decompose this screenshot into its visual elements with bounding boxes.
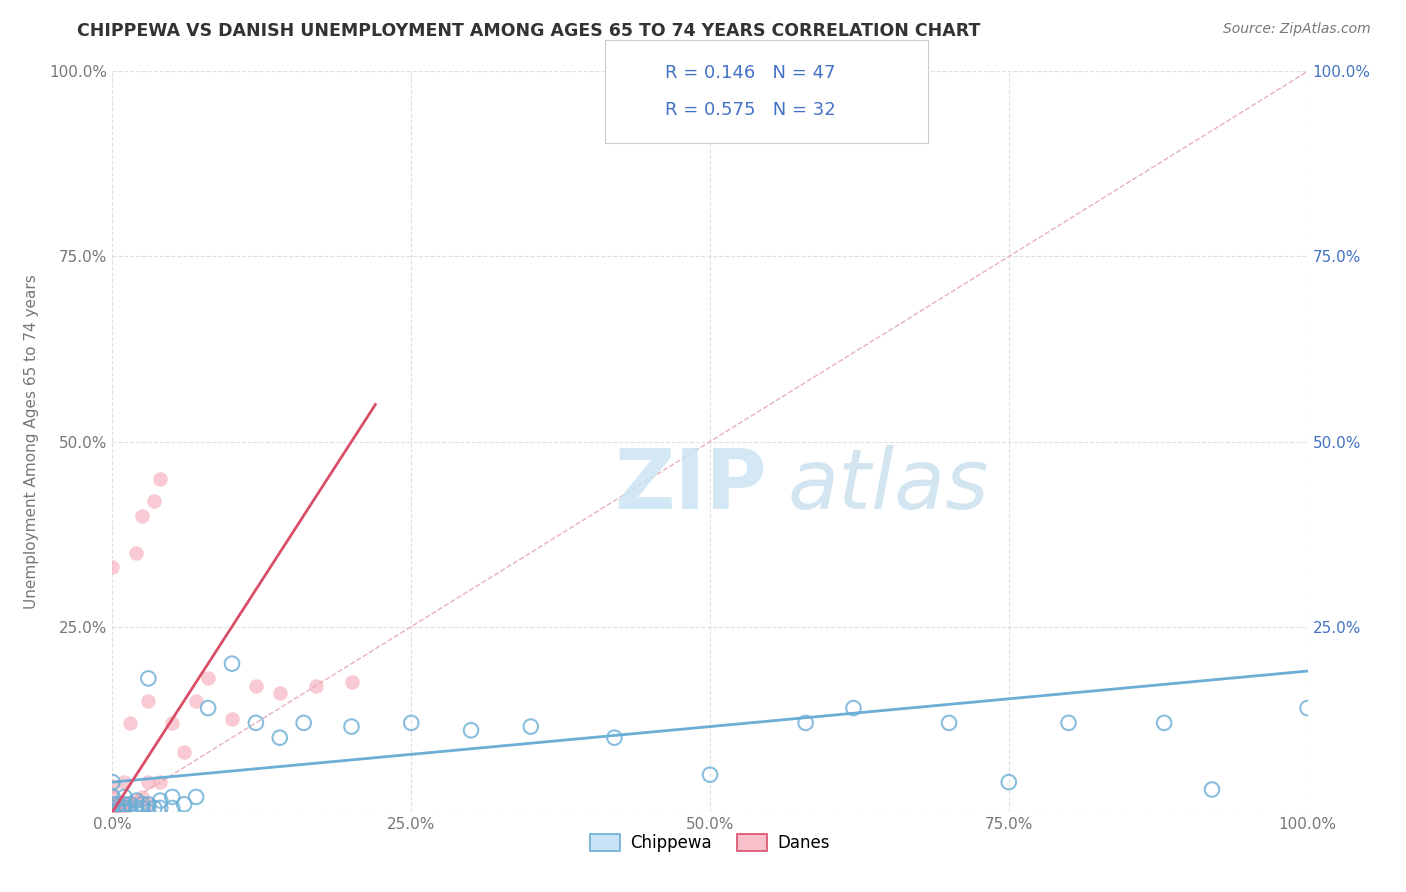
Point bbox=[143, 801, 166, 815]
Point bbox=[520, 720, 543, 734]
Point bbox=[460, 723, 482, 738]
Point bbox=[120, 805, 142, 819]
Point bbox=[245, 715, 267, 730]
Point bbox=[245, 679, 267, 693]
Point bbox=[101, 801, 124, 815]
Point bbox=[173, 746, 195, 760]
Point bbox=[186, 789, 208, 804]
Point bbox=[162, 801, 183, 815]
Point bbox=[125, 805, 148, 819]
Point bbox=[114, 789, 135, 804]
Point bbox=[292, 715, 315, 730]
Point bbox=[107, 805, 129, 819]
Text: R = 0.575   N = 32: R = 0.575 N = 32 bbox=[665, 101, 835, 120]
Point bbox=[197, 672, 219, 686]
Text: R = 0.146   N = 47: R = 0.146 N = 47 bbox=[665, 63, 835, 82]
Point bbox=[120, 797, 142, 812]
Legend: Chippewa, Danes: Chippewa, Danes bbox=[583, 828, 837, 859]
Point bbox=[131, 789, 153, 804]
Point bbox=[162, 715, 183, 730]
Point bbox=[101, 775, 124, 789]
Point bbox=[120, 715, 142, 730]
Point bbox=[305, 679, 328, 693]
Point bbox=[149, 801, 172, 815]
Point bbox=[269, 686, 291, 700]
Point bbox=[149, 471, 172, 485]
Point bbox=[1296, 701, 1319, 715]
Point bbox=[842, 701, 865, 715]
Point bbox=[401, 715, 423, 730]
Point bbox=[162, 789, 183, 804]
Y-axis label: Unemployment Among Ages 65 to 74 years: Unemployment Among Ages 65 to 74 years bbox=[24, 274, 38, 609]
Point bbox=[114, 797, 135, 812]
Point bbox=[938, 715, 960, 730]
Point bbox=[131, 508, 153, 523]
Point bbox=[131, 801, 153, 815]
Point bbox=[1201, 782, 1223, 797]
Point bbox=[101, 779, 124, 793]
Point bbox=[114, 805, 135, 819]
Point bbox=[794, 715, 817, 730]
Point bbox=[340, 720, 363, 734]
Point bbox=[107, 797, 129, 812]
Point bbox=[138, 805, 160, 819]
Point bbox=[101, 797, 124, 812]
Point bbox=[340, 675, 363, 690]
Point bbox=[125, 794, 148, 808]
Point bbox=[101, 805, 124, 819]
Point bbox=[101, 789, 124, 804]
Point bbox=[221, 657, 243, 671]
Point bbox=[101, 560, 124, 574]
Point bbox=[125, 546, 148, 560]
Point bbox=[101, 801, 124, 815]
Point bbox=[125, 801, 148, 815]
Text: ZIP: ZIP bbox=[614, 445, 766, 526]
Point bbox=[125, 794, 148, 808]
Point bbox=[138, 797, 160, 812]
Point bbox=[107, 805, 129, 819]
Point bbox=[138, 775, 160, 789]
Point bbox=[101, 789, 124, 804]
Point bbox=[1057, 715, 1080, 730]
Point bbox=[114, 775, 135, 789]
Point bbox=[101, 805, 124, 819]
Point bbox=[143, 493, 166, 508]
Point bbox=[114, 801, 135, 815]
Point bbox=[138, 694, 160, 708]
Point bbox=[107, 797, 129, 812]
Point bbox=[149, 775, 172, 789]
Point bbox=[269, 731, 291, 745]
Point bbox=[120, 797, 142, 812]
Point bbox=[603, 731, 626, 745]
Point bbox=[138, 672, 160, 686]
Text: CHIPPEWA VS DANISH UNEMPLOYMENT AMONG AGES 65 TO 74 YEARS CORRELATION CHART: CHIPPEWA VS DANISH UNEMPLOYMENT AMONG AG… bbox=[77, 22, 981, 40]
Point bbox=[173, 797, 195, 812]
Point bbox=[197, 701, 219, 715]
Point bbox=[149, 794, 172, 808]
Point bbox=[221, 712, 243, 726]
Text: Source: ZipAtlas.com: Source: ZipAtlas.com bbox=[1223, 22, 1371, 37]
Point bbox=[114, 801, 135, 815]
Point bbox=[1153, 715, 1175, 730]
Point bbox=[186, 694, 208, 708]
Point bbox=[114, 797, 135, 812]
Text: atlas: atlas bbox=[787, 445, 990, 526]
Point bbox=[138, 797, 160, 812]
Point bbox=[131, 797, 153, 812]
Point bbox=[998, 775, 1021, 789]
Point bbox=[699, 767, 721, 781]
Point bbox=[101, 797, 124, 812]
